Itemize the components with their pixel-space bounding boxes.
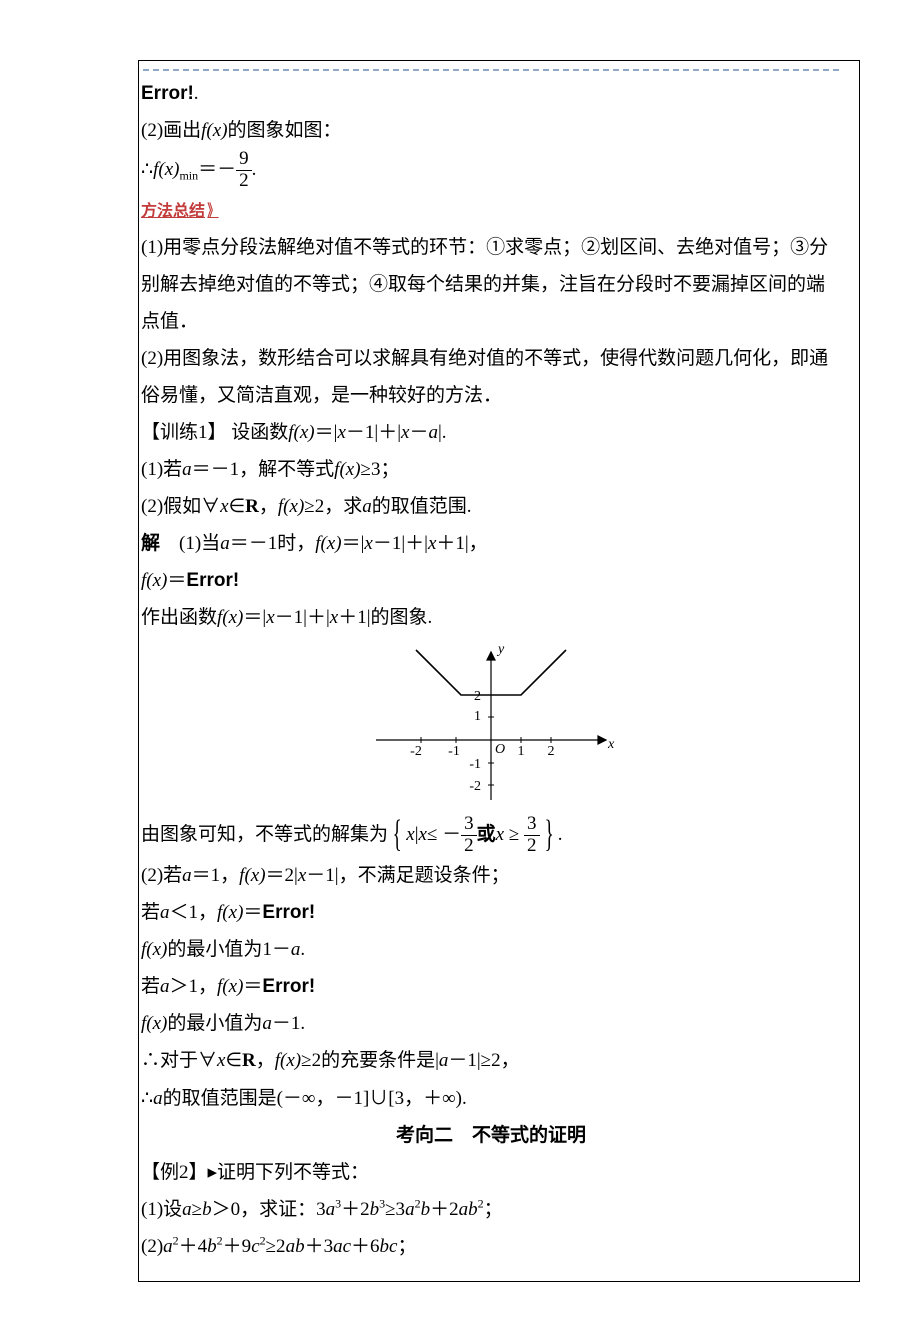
fraction-9-2: 92 [236,149,252,192]
ex2-1: (1)设a≥b＞0，求证：3a3＋2b3≥3a2b＋2ab2； [141,1191,841,1228]
abs-value-graph: y x O -2 -1 1 2 1 2 -1 -2 [356,640,626,808]
svg-text:-2: -2 [469,779,481,794]
svg-text:1: 1 [518,744,525,759]
p23: 若a＜1，f(x)＝Error! [141,894,841,931]
method-1: (1)用零点分段法解绝对值不等式的环节：①求零点；②划区间、去绝对值号；③分别解… [141,229,841,340]
svg-text:O: O [495,742,505,757]
ex2-2: (2)a2＋4b2＋9c2≥2ab＋3ac＋6bc； [141,1228,841,1265]
brace-right-icon: } [544,819,553,849]
svg-text:x: x [607,737,615,752]
line-fmin: ∴f(x)min＝－92. [141,149,841,192]
sol-line2: f(x)＝Error! [141,562,841,599]
error-text-1: Error! [141,83,194,104]
svg-text:2: 2 [474,689,481,704]
fraction-3-2b: 32 [524,814,540,857]
dashed-rule-top [143,69,839,71]
svg-text:1: 1 [474,709,481,724]
train1-line: 【训练1】 设函数f(x)＝|x－1|＋|x－a|. [141,414,841,451]
p22: (2)若a＝1，f(x)＝2|x－1|，不满足题设条件； [141,857,841,894]
dbl-angle-icon: 》 [207,196,218,227]
conc2: ∴a的取值范围是(－∞，－1]∪[3，＋∞). [141,1080,841,1117]
error-text-4: Error! [262,976,315,997]
method-2: (2)用图象法，数形结合可以求解具有绝对值的不等式，使得代数问题几何化，即通俗易… [141,340,841,414]
heading-2: 考向二 不等式的证明 [141,1117,841,1154]
min1: f(x)的最小值为1－a. [141,931,841,968]
p24: 若a＞1，f(x)＝Error! [141,968,841,1005]
line-2: (2)画出f(x)的图象如图： [141,112,841,149]
draw-line: 作出函数f(x)＝|x－1|＋|x＋1|的图象. [141,599,841,636]
by-image-line: 由图象可知，不等式的解集为{x|x≤ －32或x ≥ 32}. [141,814,841,857]
brace-left-icon: { [393,819,402,849]
sol-line1: 解 (1)当a＝－1时，f(x)＝|x－1|＋|x＋1|， [141,525,841,562]
method-title: 方法总结 [141,203,205,220]
train1-p2: (2)假如∀x∈R，f(x)≥2，求a的取值范围. [141,488,841,525]
conc1: ∴对于∀x∈R，f(x)≥2的充要条件是|a－1|≥2， [141,1042,841,1079]
error-text-3: Error! [262,902,315,923]
svg-text:-2: -2 [410,744,422,759]
error-text-2: Error! [186,570,239,591]
method-title-row: 方法总结》 [141,192,841,229]
svg-text:y: y [496,642,505,657]
svg-text:-1: -1 [448,744,460,759]
fraction-3-2a: 32 [461,814,477,857]
ex2-line: 【例2】▸证明下列不等式： [141,1154,841,1191]
train1-p1: (1)若a＝－1，解不等式f(x)≥3； [141,451,841,488]
svg-text:-1: -1 [469,757,481,772]
min2: f(x)的最小值为a－1. [141,1005,841,1042]
page-frame: Error!. (2)画出f(x)的图象如图： ∴f(x)min＝－92. 方法… [138,60,860,1282]
line-error1: Error!. [141,75,841,112]
svg-text:2: 2 [548,744,555,759]
